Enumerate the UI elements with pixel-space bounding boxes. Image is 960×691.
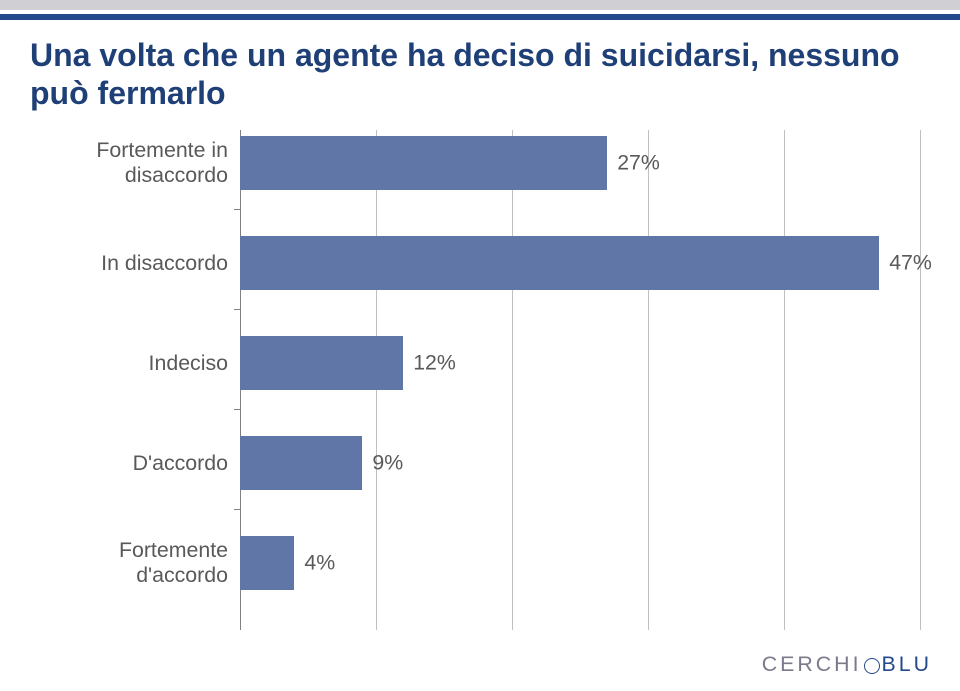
chart-category-label: In disaccordo xyxy=(40,251,240,276)
chart-category-label: Fortemente d'accordo xyxy=(40,538,240,587)
brand-logo: CERCHI BLU xyxy=(762,652,932,677)
top-stripe-grey xyxy=(0,0,960,10)
logo-ring-icon xyxy=(864,658,880,674)
chart-gridline xyxy=(920,130,921,630)
chart-row: Fortemente d'accordo xyxy=(40,536,920,590)
chart-y-tick xyxy=(234,509,240,510)
chart-row: D'accordo xyxy=(40,436,920,490)
chart-y-tick xyxy=(234,409,240,410)
chart-y-tick xyxy=(234,309,240,310)
top-stripe-blue xyxy=(0,14,960,20)
chart-category-label: Indeciso xyxy=(40,351,240,376)
logo-text-blu: BLU xyxy=(882,652,933,677)
logo-text-cerchi: CERCHI xyxy=(762,652,862,677)
chart-row: In disaccordo xyxy=(40,236,920,290)
chart-row: Fortemente in disaccordo xyxy=(40,136,920,190)
bar-chart: 27%47%12%9%4% Fortemente in disaccordoIn… xyxy=(40,130,920,630)
chart-y-tick xyxy=(234,209,240,210)
chart-category-label: D'accordo xyxy=(40,451,240,476)
chart-category-label: Fortemente in disaccordo xyxy=(40,138,240,187)
slide: Una volta che un agente ha deciso di sui… xyxy=(0,0,960,691)
page-title: Una volta che un agente ha deciso di sui… xyxy=(30,36,910,113)
chart-row: Indeciso xyxy=(40,336,920,390)
